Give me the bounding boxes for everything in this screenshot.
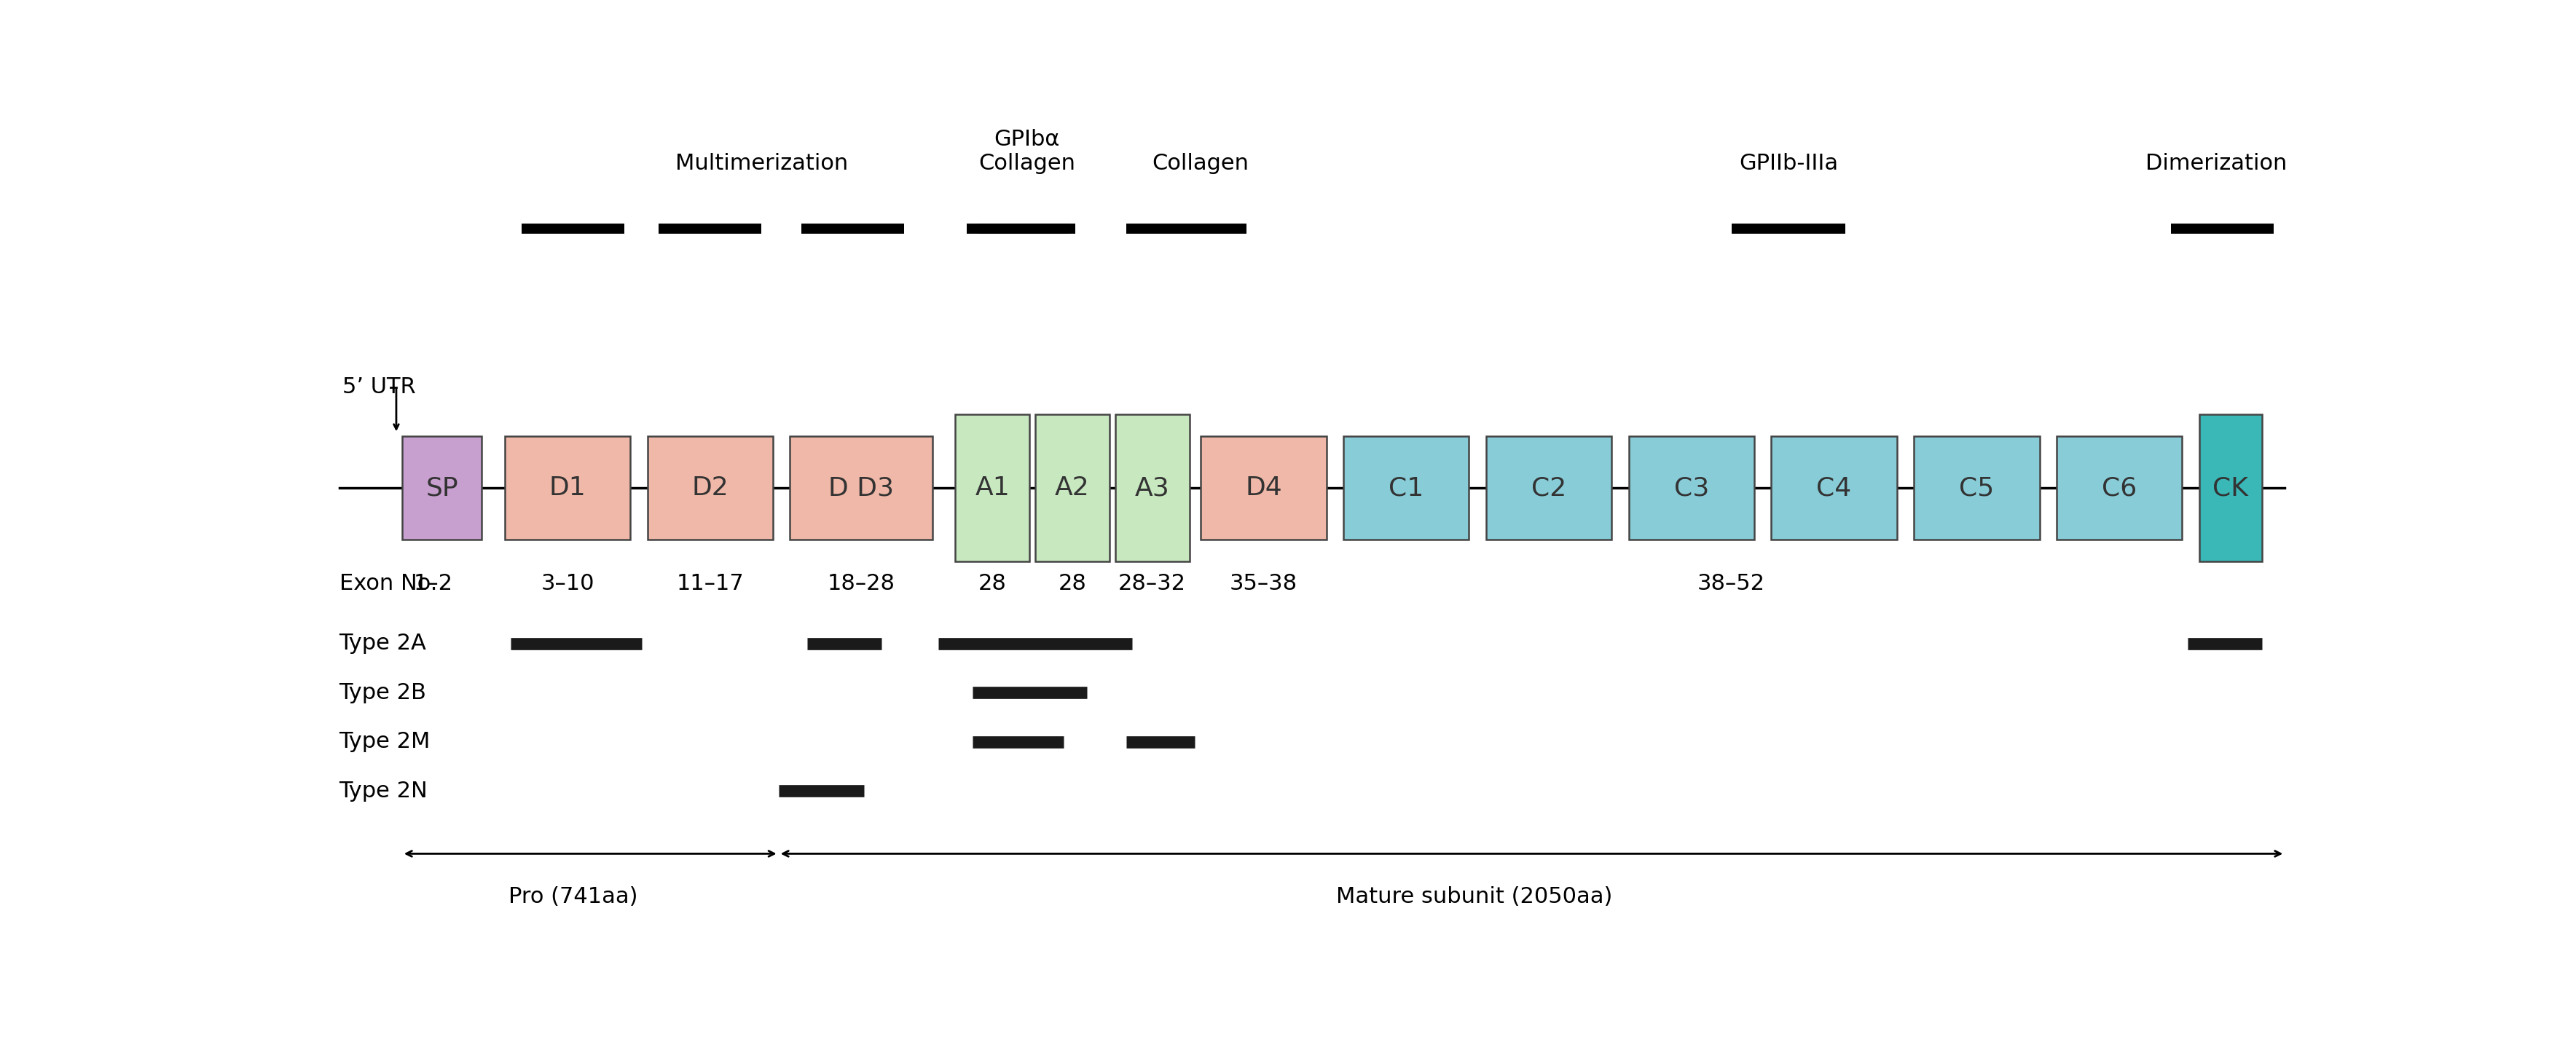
Bar [956,415,1030,562]
Text: C6: C6 [2102,475,2136,500]
Text: D D3: D D3 [829,475,894,500]
Text: Multimerization: Multimerization [675,153,848,174]
Bar [402,437,482,540]
Text: D2: D2 [690,475,729,500]
Text: 11–17: 11–17 [675,573,744,594]
Bar [505,437,631,540]
Text: 38–52: 38–52 [1698,573,1765,594]
Text: Type 2A: Type 2A [340,632,428,654]
Bar [1342,437,1468,540]
Text: C1: C1 [1388,475,1425,500]
Bar [2200,415,2262,562]
Text: D1: D1 [549,475,585,500]
Text: D4: D4 [1244,475,1283,500]
Text: Mature subunit (2050aa): Mature subunit (2050aa) [1337,887,1613,908]
Bar [1914,437,2040,540]
Text: 18–28: 18–28 [827,573,894,594]
Text: A1: A1 [974,475,1010,500]
Text: C5: C5 [1958,475,1994,500]
Text: GPIIb-IIIa: GPIIb-IIIa [1739,153,1837,174]
Bar [647,437,773,540]
Text: 28: 28 [979,573,1007,594]
Text: A2: A2 [1054,475,1090,500]
Text: 28: 28 [1059,573,1087,594]
Bar [791,437,933,540]
Text: C3: C3 [1674,475,1708,500]
Text: Type 2N: Type 2N [340,780,428,801]
Bar [1770,437,1896,540]
Text: Pro (741aa): Pro (741aa) [507,887,639,908]
Text: CK: CK [2213,475,2249,500]
Text: Dimerization: Dimerization [2146,153,2287,174]
Bar [1628,437,1754,540]
Text: GPIbα
Collagen: GPIbα Collagen [979,128,1074,174]
Text: Exon No.: Exon No. [340,573,438,594]
Text: 35–38: 35–38 [1229,573,1298,594]
Bar [1200,437,1327,540]
Text: A3: A3 [1133,475,1170,500]
Text: C4: C4 [1816,475,1852,500]
Text: C2: C2 [1530,475,1566,500]
Bar [1486,437,1610,540]
Text: 1–2: 1–2 [415,573,453,594]
Bar [1115,415,1190,562]
Text: Type 2B: Type 2B [340,683,428,703]
Text: 3–10: 3–10 [541,573,595,594]
Text: Collagen: Collagen [1151,153,1249,174]
Text: 28–32: 28–32 [1118,573,1185,594]
Text: SP: SP [425,475,459,500]
Text: Type 2M: Type 2M [340,731,430,752]
Bar [2056,437,2182,540]
Text: 5’ UTR: 5’ UTR [343,376,415,398]
Bar [1036,415,1110,562]
